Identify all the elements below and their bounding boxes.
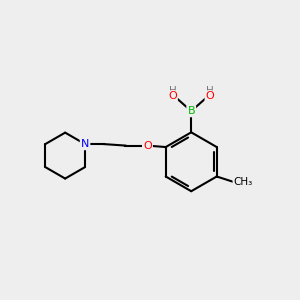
Text: H: H	[169, 86, 176, 96]
Text: O: O	[143, 141, 152, 151]
Text: N: N	[81, 139, 89, 149]
Text: O: O	[168, 92, 177, 101]
Text: H: H	[206, 86, 214, 96]
Text: O: O	[206, 92, 214, 101]
Text: B: B	[188, 106, 195, 116]
Text: CH₃: CH₃	[234, 177, 253, 188]
